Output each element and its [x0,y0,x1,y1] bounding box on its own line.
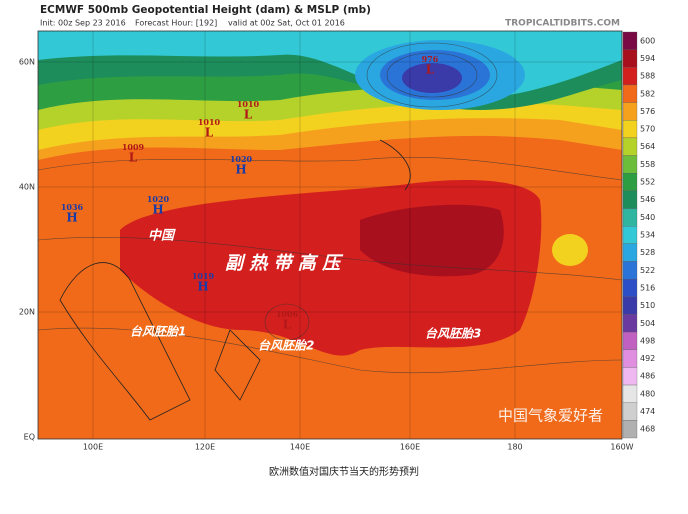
lon-label: 100E [83,443,103,452]
colorbar-label: 510 [640,301,655,310]
map-frame [37,30,623,440]
colorbar-label: 498 [640,336,655,345]
center-pressure: 1020 [230,154,253,164]
colorbar-label: 576 [640,107,655,116]
map: 60N 40N 20N EQ 100E 120E 140E 160E 180 1… [19,30,634,452]
colorbar-swatch [622,31,638,50]
lon-label: 120E [195,443,215,452]
center-letter: L [244,108,253,122]
colorbar-label: 558 [640,160,655,169]
center-pressure: 1009 [122,142,145,152]
center-letter: L [426,63,435,77]
colorbar-label: 474 [640,407,655,416]
colorbar-swatch [622,49,638,68]
caption: 欧洲数值对国庆节当天的形势预判 [269,465,419,478]
center-pressure: 1006 [276,309,299,319]
coastline [59,139,411,421]
colorbar-swatch [622,67,638,86]
colorbar-label: 570 [640,125,655,134]
colorbar-swatch [622,120,638,139]
lat-label: EQ [24,433,35,442]
valid: valid at 00z Sat, Oct 01 2016 [228,19,345,28]
annotation: 台风胚胎3 [425,327,481,341]
colorbar-label: 594 [640,54,655,63]
colorbar-label: 534 [640,231,655,240]
site: TROPICALTIDBITS.COM [505,19,620,29]
lat-label: 20N [19,308,35,317]
annotation: 中国 [148,228,176,244]
colorbar-label: 552 [640,178,655,187]
colorbar-swatch [622,420,638,439]
annotation: 台风胚胎1 [130,325,186,339]
field [402,63,462,93]
center-pressure: 1010 [237,99,260,109]
colorbar-label: 600 [640,36,655,45]
colorbar-label: 468 [640,425,655,434]
watermark: 中国气象爱好者 [498,407,603,425]
colorbar-swatch [622,102,638,121]
lon-label: 160E [400,443,420,452]
colorbar-swatch [622,243,638,262]
center-pressure: 1020 [147,194,170,204]
center-letter: H [66,211,77,225]
colorbar-label: 504 [640,319,655,328]
field [552,234,588,266]
colorbar-label: 588 [640,72,655,81]
center-letter: H [152,203,163,217]
center-letter: L [129,151,138,165]
forecast: Forecast Hour: [192] [135,19,217,28]
title: ECMWF 500mb Geopotential Height (dam) & … [40,4,371,16]
colorbar-swatch [622,402,638,421]
center-letter: H [197,280,208,294]
colorbar-swatch [622,367,638,386]
center-letter: L [283,318,292,332]
colorbar-swatch [622,349,638,368]
colorbar-swatch [622,296,638,315]
colorbar-swatch [622,190,638,209]
annotation: 副 热 带 高 压 [225,253,344,274]
colorbar-label: 480 [640,389,655,398]
annotation: 台风胚胎2 [258,339,314,353]
colorbar-swatch [622,331,638,350]
colorbar-swatch [622,173,638,192]
lon-label: 140E [290,443,310,452]
isobars [38,42,622,374]
center-letter: L [205,126,214,140]
colorbar-label: 516 [640,283,655,292]
pressure-centers: 1009L1010L1010L1020H1036H1020H1019H1006L… [61,54,439,332]
colorbar-label: 492 [640,354,655,363]
colorbar-label: 528 [640,248,655,257]
center-letter: H [235,163,246,177]
colorbar-swatch [622,314,638,333]
colorbar-label: 582 [640,89,655,98]
colorbar-swatch [622,278,638,297]
colorbar-swatch [622,208,638,227]
colorbar-label: 540 [640,213,655,222]
colorbar: 600 594 588 582 576 570 564 558 552 546 540 534 528 5… [622,31,655,439]
center-pressure: 1019 [192,271,215,281]
lat-label: 40N [19,183,35,192]
init: Init: 00z Sep 23 2016 [40,19,126,28]
colorbar-swatch [622,226,638,244]
colorbar-swatch [622,155,638,174]
subtropical-high-core [360,204,504,277]
center-pressure: 1010 [198,117,221,127]
colorbar-label: 564 [640,142,655,151]
lon-label: 160W [610,443,633,452]
colorbar-swatch [622,261,638,280]
center-pressure: 1036 [61,202,84,212]
lat-label: 60N [19,58,35,67]
graticule [38,31,622,439]
center-pressure: 976 [422,54,439,64]
colorbar-swatch [622,137,638,156]
colorbar-label: 522 [640,266,655,275]
colorbar-swatch [622,384,638,403]
lon-label: 180 [507,443,522,452]
colorbar-swatch [622,84,638,103]
colorbar-label: 546 [640,195,655,204]
colorbar-label: 486 [640,372,655,381]
